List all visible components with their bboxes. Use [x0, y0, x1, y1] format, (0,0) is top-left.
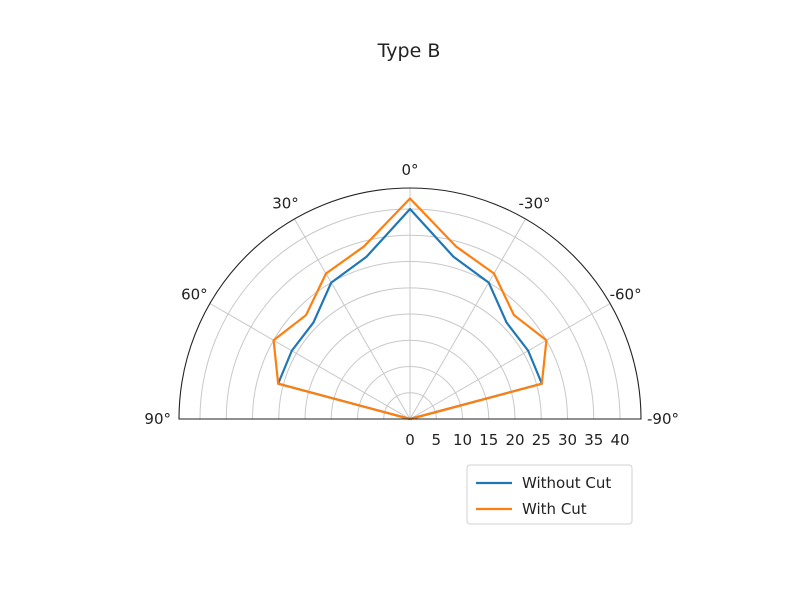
r-tick-label: 25 — [532, 431, 551, 449]
r-tick-labels: 0 5 10 15 20 25 30 35 40 — [405, 431, 629, 449]
grid — [179, 188, 641, 420]
theta-tick-label: -60° — [610, 286, 642, 304]
theta-grid-line — [409, 303, 611, 420]
r-tick-label: 35 — [584, 431, 603, 449]
theta-tick-label: 30° — [272, 194, 299, 212]
r-tick-label: 30 — [558, 431, 577, 449]
r-tick-label: 10 — [453, 431, 472, 449]
legend-label-without-cut: Without Cut — [522, 474, 611, 492]
theta-tick-label: -30° — [519, 194, 551, 212]
series-line-without-cut — [277, 207, 543, 421]
theta-tick-label: 60° — [181, 286, 208, 304]
theta-tick-label: -90° — [647, 410, 679, 428]
r-tick-label: 20 — [505, 431, 524, 449]
theta-tick-labels: 0° 30° 60° 90° -30° -60° -90° — [144, 161, 679, 428]
r-tick-label: 0 — [405, 431, 415, 449]
legend-label-with-cut: With Cut — [522, 500, 587, 518]
theta-tick-label: 90° — [144, 410, 171, 428]
polar-frame — [178, 187, 642, 420]
polar-spine — [178, 187, 642, 420]
theta-grid-line — [294, 218, 411, 420]
r-tick-label: 5 — [432, 431, 442, 449]
r-tick-label: 40 — [610, 431, 629, 449]
theta-grid-line — [409, 218, 526, 420]
chart-title: Type B — [377, 40, 441, 62]
theta-grid-line — [209, 303, 411, 420]
series-layer — [272, 197, 548, 421]
series-line-with-cut — [272, 197, 548, 421]
theta-tick-label: 0° — [401, 161, 418, 179]
legend: Without Cut With Cut — [466, 464, 633, 525]
r-tick-label: 15 — [479, 431, 498, 449]
